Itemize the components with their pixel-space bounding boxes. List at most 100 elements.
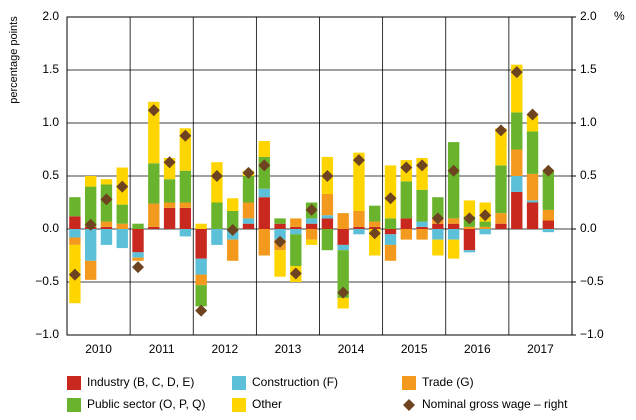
bar-segment [148,226,160,229]
bar-segment [274,218,286,224]
marker [337,286,350,299]
bar-segment [353,226,365,229]
bar-segment [242,218,255,224]
bar-segment [321,218,334,229]
bar-segment [526,131,539,174]
bar-segment [432,223,444,229]
bar-segment [179,170,192,203]
bar-segment [211,162,223,203]
bar-segment [495,223,507,229]
legend-label: Industry (B, C, D, E) [87,375,194,389]
bar-segment [321,229,334,251]
y2-tick-label: 1.0 [580,115,597,129]
bar-segment [290,218,302,227]
bar-segment [100,229,113,245]
x-tick-label: 2015 [401,342,428,356]
bar-segment [337,244,349,251]
marker [242,166,255,179]
bar-segment [542,220,555,229]
bar-segment [384,218,397,229]
bar-segment [337,250,349,298]
bar-segment [148,101,160,164]
bar-segment [258,188,270,198]
bar-segment [511,191,523,229]
bar-segment [400,229,412,240]
bar-segment [258,156,270,189]
bar-segment [479,229,491,235]
x-tick-label: 2012 [211,342,238,356]
bar-segment [542,229,555,233]
bar-segment [432,239,444,256]
bar-segment [479,221,491,227]
bar-segment [227,239,239,261]
marker [368,227,381,240]
y2-tick-label: −1.0 [580,327,604,341]
bar-segment [305,229,318,240]
bar-segment [69,216,81,229]
y-tick-label: 0.0 [42,221,59,235]
marker [68,268,81,281]
bar-segment [511,112,523,150]
bar-segment [195,229,207,259]
bar-segment [100,179,113,185]
bar-segment [211,202,223,229]
bar-segment [416,226,428,229]
marker [210,170,223,182]
bar-segment [526,173,539,201]
bar-segment [463,250,476,253]
bar-segment [542,170,555,210]
bar-segment [353,229,365,235]
bar-segment [369,221,381,227]
bar-segment [416,189,428,222]
bar-segment [432,197,444,219]
bar-segment [290,234,302,267]
bar-segment [305,223,318,229]
y2-tick-label: 0.5 [580,168,597,182]
bar-segment [542,209,555,221]
bar-segment [511,176,523,192]
bar-segment [432,229,444,240]
bar-segment [400,181,412,219]
marker [258,159,271,172]
y2-tick-label: 1.5 [580,62,597,76]
bar-segment [337,213,349,229]
y-axis-label: percentage points [8,16,20,104]
marker [305,203,318,216]
marker [132,261,145,274]
legend-label: Nominal gross wage – right [422,397,568,411]
bar-segment [163,202,176,208]
bar-segment [274,223,286,229]
bar-segment [179,128,192,171]
marker [147,104,160,117]
bar-segment [447,239,460,259]
bar-segment [148,163,160,204]
legend-swatch [402,376,416,390]
legend-label: Construction (F) [252,375,338,389]
marker [84,218,97,231]
bar-segment [227,210,239,229]
bar-segment [163,179,176,203]
bar-segment [258,229,270,256]
bar-segment [69,237,81,245]
bar-segment [416,229,428,240]
bar-segment [84,229,97,261]
plot-frame [66,16,573,336]
bar-segment [526,202,539,229]
marker [116,180,129,193]
legend-marker [403,399,415,411]
bar-segment [274,229,286,240]
legend-swatch [232,398,246,412]
bar-segment [100,226,113,229]
marker [494,124,507,137]
bar-segment [195,274,207,286]
bar-segment [195,258,207,275]
marker [510,66,523,79]
bar-segment [495,128,507,166]
bar-segment [179,202,192,208]
y2-tick-label: 0.0 [580,221,597,235]
bar-segment [305,239,318,245]
bar-segment [447,229,460,240]
bar-segment [84,186,97,227]
bar-segment [463,229,476,251]
